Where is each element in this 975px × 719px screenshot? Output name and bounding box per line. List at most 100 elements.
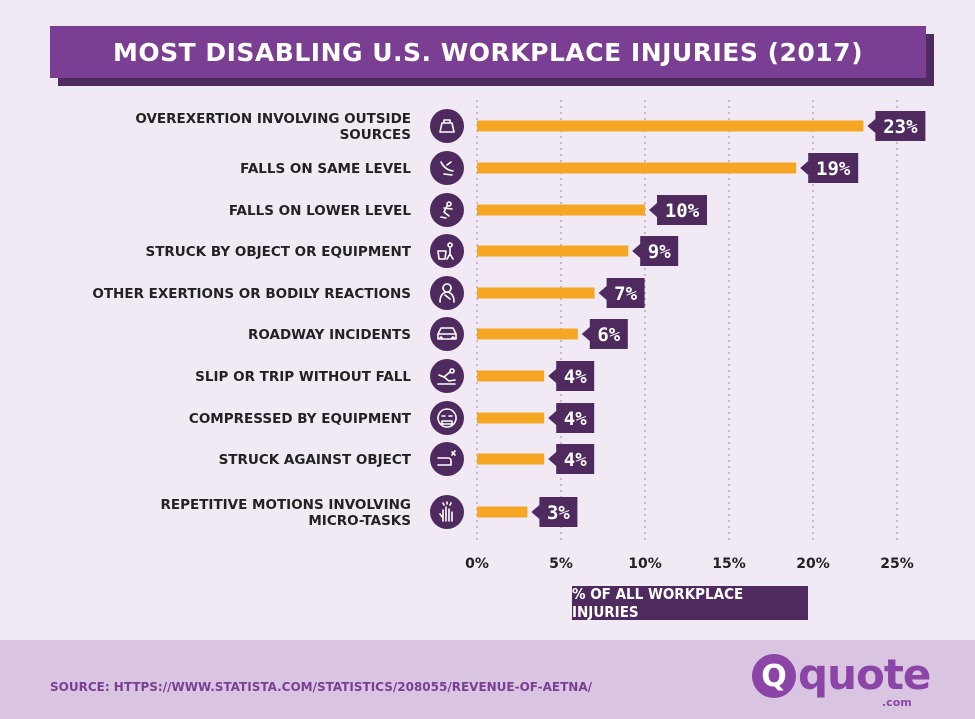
value-label: 9% bbox=[632, 236, 679, 266]
category-label-line: FALLS ON LOWER LEVEL bbox=[229, 203, 412, 219]
value-label-text: 9% bbox=[648, 241, 671, 263]
x-tick-label: 15% bbox=[712, 556, 746, 572]
bodily-reaction-icon bbox=[430, 276, 464, 310]
value-label-text: 6% bbox=[597, 324, 620, 346]
category-label-line: FALLS ON SAME LEVEL bbox=[240, 161, 411, 177]
value-label-tag bbox=[867, 111, 926, 141]
value-label: 10% bbox=[649, 195, 707, 225]
footer: SOURCE: HTTPS://WWW.STATISTA.COM/STATIST… bbox=[0, 640, 975, 719]
hand-impact-icon bbox=[430, 442, 464, 476]
category-label-line: SLIP OR TRIP WITHOUT FALL bbox=[195, 369, 411, 385]
logo-domain: .com bbox=[882, 696, 912, 709]
repetitive-hand-icon bbox=[430, 495, 464, 529]
value-label-tag bbox=[548, 444, 595, 474]
bar bbox=[477, 506, 528, 518]
value-label: 23% bbox=[867, 111, 926, 141]
category-label: REPETITIVE MOTIONS INVOLVING MICRO-TASKS bbox=[160, 497, 411, 529]
value-label: 4% bbox=[548, 403, 595, 433]
value-label-tag bbox=[800, 153, 859, 183]
value-label-tag bbox=[598, 278, 645, 308]
category-label: FALLS ON LOWER LEVEL bbox=[229, 203, 412, 219]
value-label-text: 4% bbox=[564, 408, 587, 430]
category-label: SLIP OR TRIP WITHOUT FALL bbox=[195, 369, 411, 385]
car-icon bbox=[430, 317, 464, 351]
icon-circle bbox=[430, 495, 464, 529]
icon-shape bbox=[437, 327, 457, 340]
value-label-text: 4% bbox=[564, 366, 587, 388]
value-label-text: 10% bbox=[665, 200, 700, 222]
icon-circle bbox=[430, 359, 464, 393]
x-tick-label: 5% bbox=[549, 556, 573, 572]
icon-shape bbox=[439, 119, 455, 133]
category-label: FALLS ON SAME LEVEL bbox=[240, 161, 411, 177]
bar bbox=[477, 453, 545, 465]
icon-circle bbox=[430, 234, 464, 268]
value-label: 4% bbox=[548, 444, 595, 474]
compressed-face-icon bbox=[430, 401, 464, 435]
bar bbox=[477, 328, 578, 340]
logo-wordmark: quote bbox=[798, 650, 931, 699]
value-label-text: 23% bbox=[883, 116, 918, 138]
icon-shape bbox=[440, 161, 454, 176]
icon-shape bbox=[437, 242, 454, 260]
weight-icon bbox=[430, 109, 464, 143]
icon-shape bbox=[437, 368, 456, 385]
value-label: 7% bbox=[598, 278, 645, 308]
icon-shape bbox=[439, 501, 453, 522]
category-label: OTHER EXERTIONS OR BODILY REACTIONS bbox=[92, 286, 411, 302]
icon-circle bbox=[430, 109, 464, 143]
category-label-line: MICRO-TASKS bbox=[308, 513, 411, 529]
value-label-tag bbox=[548, 361, 595, 391]
category-label: COMPRESSED BY EQUIPMENT bbox=[189, 411, 412, 427]
value-label-text: 19% bbox=[816, 158, 851, 180]
category-label-line: ROADWAY INCIDENTS bbox=[248, 327, 411, 343]
value-label-tag bbox=[581, 319, 628, 349]
category-label: STRUCK AGAINST OBJECT bbox=[219, 452, 412, 468]
x-tick-label: 25% bbox=[880, 556, 914, 572]
struck-by-object-icon bbox=[430, 234, 464, 268]
category-label-line: COMPRESSED BY EQUIPMENT bbox=[189, 411, 412, 427]
value-label-text: 3% bbox=[547, 502, 570, 524]
bar bbox=[477, 287, 595, 299]
bar bbox=[477, 245, 629, 257]
bar-chart: 0% 5% 10% 15% 20% 25% OVEREXERTION INVOLVING O… bbox=[92, 100, 926, 572]
chart-title: MOST DISABLING U.S. WORKPLACE INJURIES (… bbox=[50, 26, 926, 78]
x-axis-label: % OF ALL WORKPLACE INJURIES bbox=[572, 585, 808, 621]
category-label: OVEREXERTION INVOLVING OUTSIDE SOURCES bbox=[135, 111, 411, 143]
category-label: STRUCK BY OBJECT OR EQUIPMENT bbox=[145, 244, 411, 260]
value-label-tag bbox=[632, 236, 679, 266]
value-label-text: 7% bbox=[614, 283, 637, 305]
category-label-line: OTHER EXERTIONS OR BODILY REACTIONS bbox=[92, 286, 411, 302]
icon-circle bbox=[430, 276, 464, 310]
logo-q-icon: Q bbox=[752, 654, 796, 698]
quote-logo[interactable]: Q quote .com bbox=[752, 648, 932, 712]
bar bbox=[477, 120, 864, 132]
value-label: 6% bbox=[581, 319, 628, 349]
category-label: ROADWAY INCIDENTS bbox=[248, 327, 411, 343]
value-label: 4% bbox=[548, 361, 595, 391]
category-label-line: OVEREXERTION INVOLVING OUTSIDE bbox=[135, 111, 411, 127]
value-label-tag bbox=[548, 403, 595, 433]
bar bbox=[477, 162, 797, 174]
value-label-tag bbox=[531, 497, 578, 527]
category-label-line: STRUCK BY OBJECT OR EQUIPMENT bbox=[145, 244, 411, 260]
icon-shape bbox=[440, 201, 453, 219]
bar bbox=[477, 204, 645, 216]
value-label-tag bbox=[649, 195, 707, 225]
trip-icon bbox=[430, 359, 464, 393]
x-tick-label: 10% bbox=[628, 556, 662, 572]
value-label-text: 4% bbox=[564, 449, 587, 471]
x-tick-label: 0% bbox=[465, 556, 489, 572]
x-tick-label: 20% bbox=[796, 556, 830, 572]
icon-shape bbox=[437, 408, 457, 428]
bar bbox=[477, 412, 545, 424]
category-label-line: REPETITIVE MOTIONS INVOLVING bbox=[160, 497, 411, 513]
icon-circle bbox=[430, 401, 464, 435]
falling-person-icon bbox=[430, 193, 464, 227]
value-label: 19% bbox=[800, 153, 859, 183]
icon-shape bbox=[437, 450, 456, 466]
icon-circle bbox=[430, 193, 464, 227]
source-text: SOURCE: HTTPS://WWW.STATISTA.COM/STATIST… bbox=[50, 680, 592, 694]
category-label-line: SOURCES bbox=[340, 127, 411, 143]
bar bbox=[477, 370, 545, 382]
